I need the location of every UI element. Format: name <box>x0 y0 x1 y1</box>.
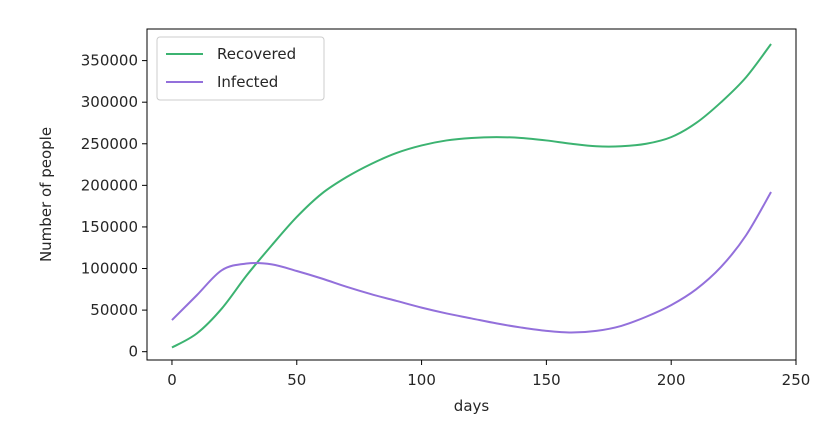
series-layer <box>171 43 772 349</box>
x-axis-label: days <box>454 397 490 415</box>
series-line-infected <box>171 191 772 334</box>
x-tick-label: 250 <box>782 371 811 389</box>
y-tick-label: 150000 <box>81 218 138 236</box>
x-axis-ticks: 0 50 100 150 200 250 <box>167 360 810 389</box>
x-tick-label: 100 <box>407 371 436 389</box>
y-tick-label: 0 <box>128 343 138 361</box>
y-tick-label: 350000 <box>81 52 138 70</box>
y-tick-label: 300000 <box>81 93 138 111</box>
legend-label-recovered: Recovered <box>217 45 296 63</box>
x-tick-label: 50 <box>287 371 306 389</box>
y-axis-label: Number of people <box>37 127 55 262</box>
y-tick-label: 50000 <box>90 301 138 319</box>
y-axis-ticks: 0 50000 100000 150000 200000 250000 300000 3500… <box>81 52 147 361</box>
y-tick-label: 250000 <box>81 135 138 153</box>
series-line-recovered <box>171 43 772 349</box>
legend-label-infected: Infected <box>217 73 278 91</box>
plot-frame <box>146 28 797 361</box>
x-tick-label: 0 <box>167 371 177 389</box>
legend-box <box>156 36 325 101</box>
y-tick-label: 100000 <box>81 260 138 278</box>
x-tick-label: 150 <box>532 371 561 389</box>
legend: Recovered Infected <box>156 36 325 101</box>
x-tick-label: 200 <box>657 371 686 389</box>
y-tick-label: 200000 <box>81 176 138 194</box>
